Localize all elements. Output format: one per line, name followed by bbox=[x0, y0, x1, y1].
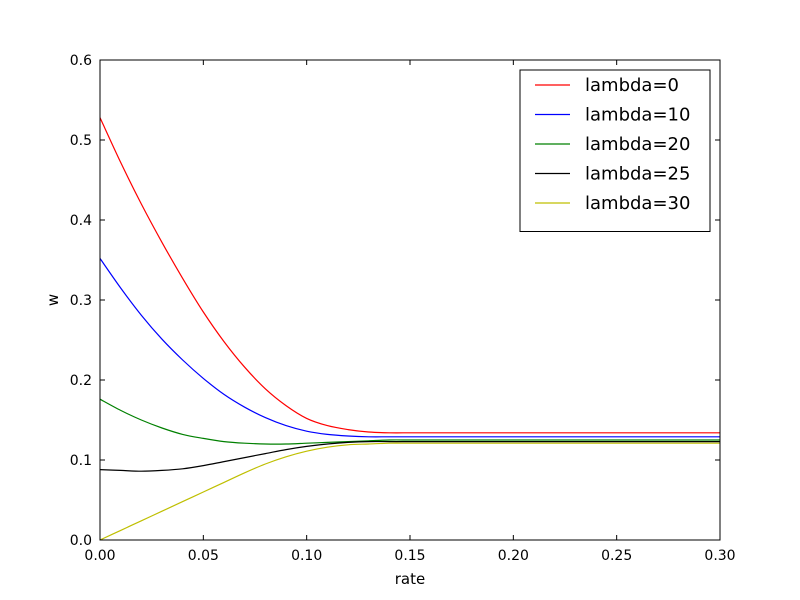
legend-label-0: lambda=0 bbox=[585, 75, 679, 96]
x-tick-label: 0.20 bbox=[498, 548, 529, 564]
x-tick-label: 0.00 bbox=[84, 548, 115, 564]
legend-label-2: lambda=20 bbox=[585, 134, 690, 155]
x-tick-label: 0.25 bbox=[601, 548, 632, 564]
y-tick-label: 0.6 bbox=[70, 53, 92, 69]
y-tick-label: 0.0 bbox=[70, 533, 92, 549]
legend: lambda=0 lambda=10 lambda=20 lambda=25 lambd… bbox=[519, 69, 711, 232]
legend-label-4: lambda=30 bbox=[585, 193, 690, 214]
y-tick-label: 0.3 bbox=[70, 293, 92, 309]
x-axis-label: rate bbox=[395, 570, 425, 588]
series-line-1 bbox=[99, 258, 720, 438]
legend-label-3: lambda=25 bbox=[585, 164, 690, 185]
y-tick-label: 0.1 bbox=[70, 453, 92, 469]
x-axis-ticks: 0.00 0.05 0.10 0.15 0.20 0.25 0.30 bbox=[84, 60, 736, 564]
series-line-4 bbox=[99, 442, 720, 541]
x-tick-label: 0.30 bbox=[704, 548, 735, 564]
y-tick-label: 0.5 bbox=[70, 133, 92, 149]
y-axis-ticks: 0.0 0.1 0.2 0.3 0.4 0.5 0.6 bbox=[70, 53, 720, 549]
series-layer bbox=[99, 117, 720, 541]
series-line-0 bbox=[99, 117, 720, 434]
x-tick-label: 0.15 bbox=[394, 548, 425, 564]
legend-label-1: lambda=10 bbox=[585, 105, 690, 126]
series-line-3 bbox=[99, 440, 720, 472]
series-line-2 bbox=[99, 398, 720, 445]
y-tick-label: 0.2 bbox=[70, 373, 92, 389]
x-tick-label: 0.05 bbox=[188, 548, 219, 564]
legend-box bbox=[519, 69, 711, 232]
y-axis-label: w bbox=[44, 294, 62, 306]
y-tick-label: 0.4 bbox=[70, 213, 92, 229]
x-tick-label: 0.10 bbox=[291, 548, 322, 564]
